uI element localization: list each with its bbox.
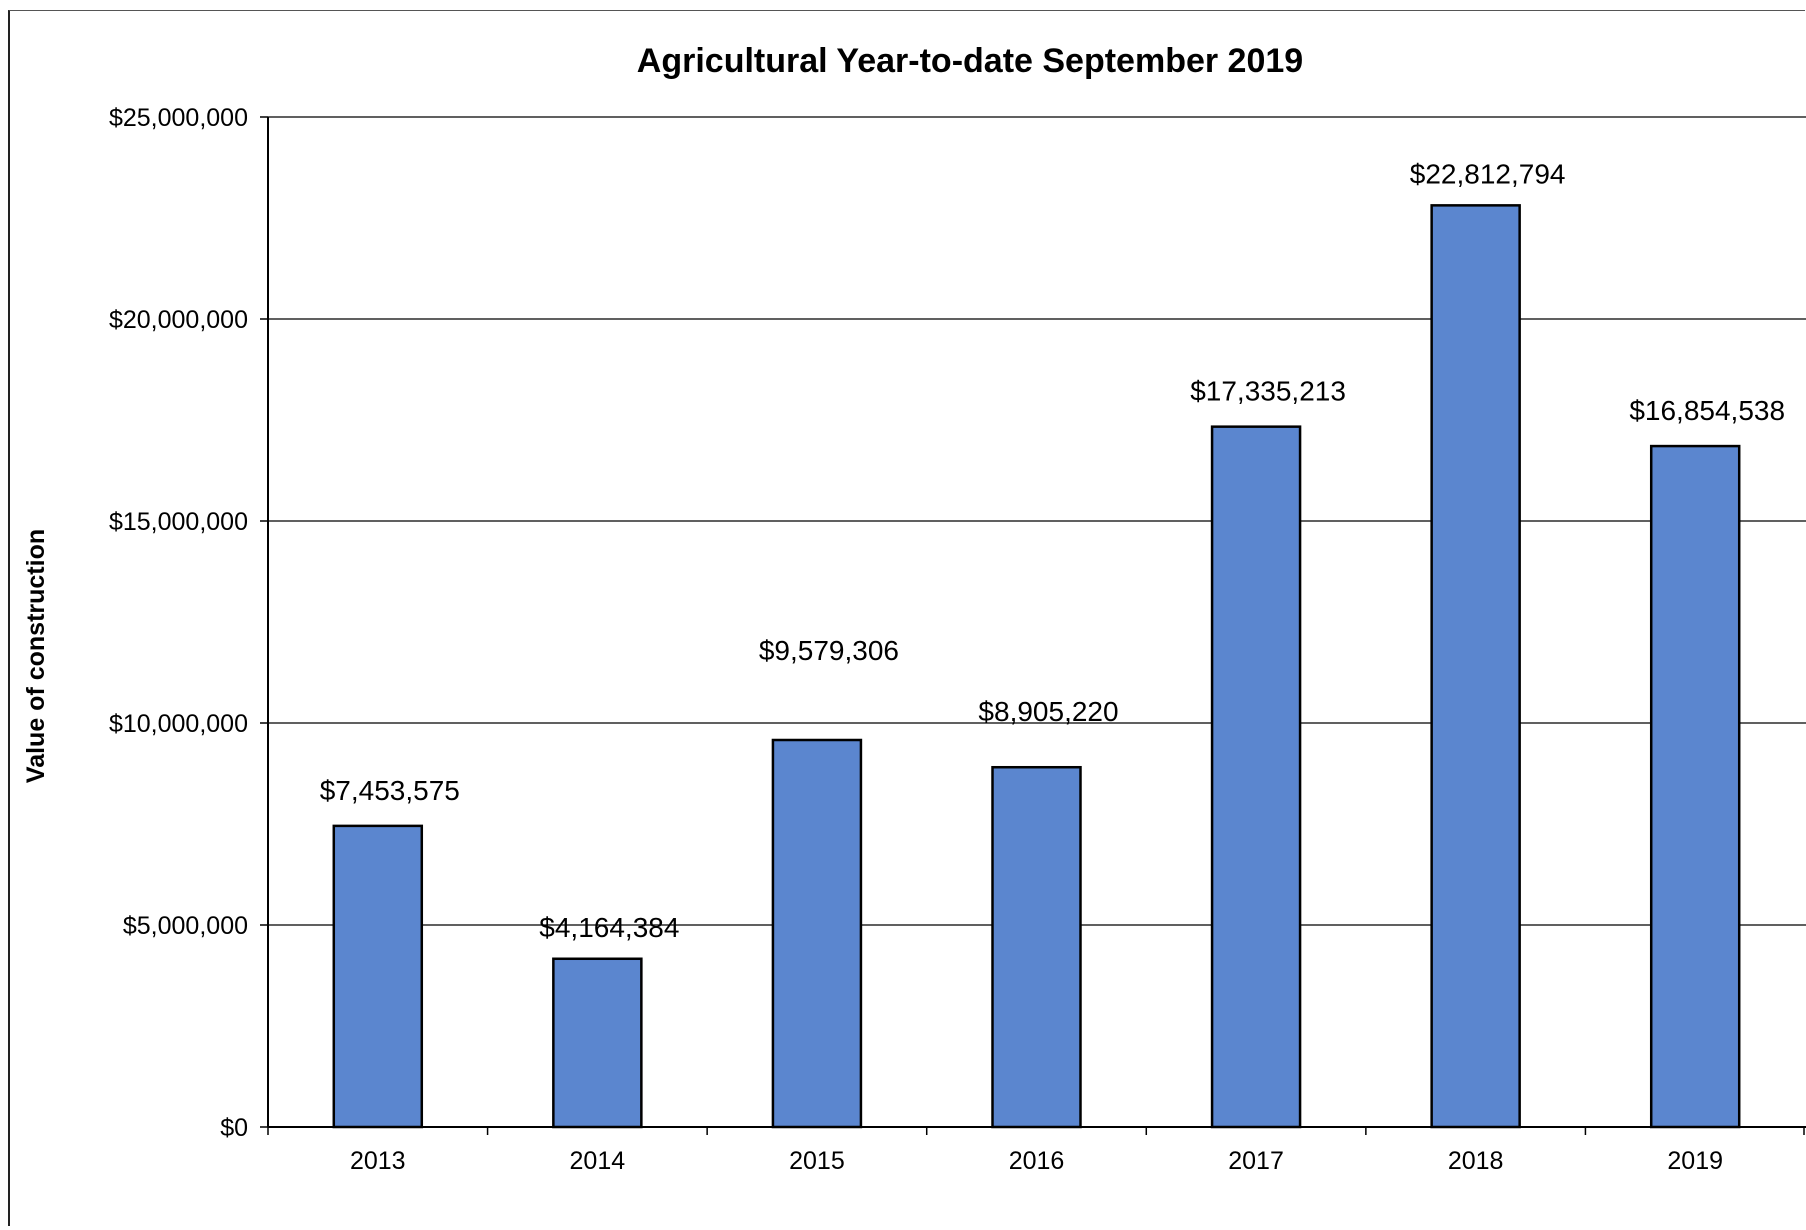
y-axis-label: Value of construction [22,529,50,783]
chart-title: Agricultural Year-to-date September 2019 [637,42,1303,80]
data-label: $17,335,213 [1190,376,1346,407]
y-tick-label: $25,000,000 [109,104,248,132]
bar-2015 [771,738,863,1129]
data-labels: $7,453,575 $4,164,384 $9,579,306 $8,905,220… [320,158,1785,942]
data-label: $9,579,306 [759,635,899,666]
y-tick-label: $20,000,000 [109,306,248,334]
data-label: $4,164,384 [539,912,679,943]
bar-2017 [1210,425,1302,1129]
y-tick-labels: $0 $5,000,000 $10,000,000 $15,000,000 $20,00… [109,104,248,1142]
x-tick-label: 2015 [789,1147,845,1175]
x-tick-label: 2018 [1448,1147,1504,1175]
y-tick-label: $10,000,000 [109,710,248,738]
bar-2019 [1649,444,1741,1129]
y-tick-label: $15,000,000 [109,508,248,536]
x-tick-label: 2017 [1228,1147,1284,1175]
axes [260,116,1806,1135]
x-tick-label: 2013 [350,1147,406,1175]
bar-2018 [1430,204,1521,1129]
bar-2016 [991,765,1082,1129]
y-tick-label: $0 [220,1114,248,1142]
chart-frame [8,10,1805,1226]
x-tick-label: 2014 [570,1147,626,1175]
data-label: $22,812,794 [1410,158,1566,189]
bar-2013 [332,824,424,1129]
x-tick-labels: 2013 2014 2015 2016 2017 2018 2019 [350,1147,1723,1175]
bars [332,204,1741,1129]
data-label: $16,854,538 [1629,395,1785,426]
data-label: $8,905,220 [978,696,1118,727]
x-tick-label: 2016 [1009,1147,1065,1175]
y-tick-label: $5,000,000 [123,912,248,940]
x-tick-label: 2019 [1667,1147,1723,1175]
bar-2014 [552,957,643,1129]
data-label: $7,453,575 [320,775,460,806]
